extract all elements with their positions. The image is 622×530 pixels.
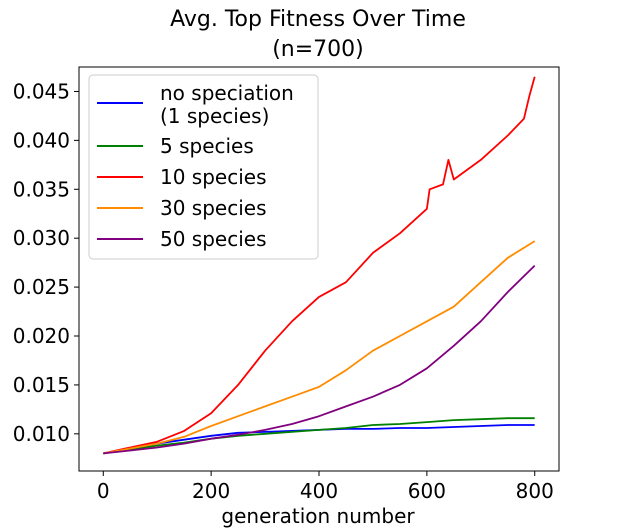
series-line-1 xyxy=(103,417,535,455)
legend-box xyxy=(88,74,319,260)
legend-label-4: 50 species xyxy=(160,227,267,251)
chart-title: Avg. Top Fitness Over Time xyxy=(170,7,466,32)
legend: no speciation (1 species) 5 species 10 spec… xyxy=(88,74,319,260)
x-tick-label: 200 xyxy=(192,479,230,503)
y-tick-label: 0.040 xyxy=(13,128,70,152)
y-tick-label: 0.035 xyxy=(13,177,70,201)
legend-label-1: 5 species xyxy=(160,134,254,158)
legend-label-3: 30 species xyxy=(160,196,267,220)
y-tick-label: 0.030 xyxy=(13,226,70,250)
legend-label-0: no speciation (1 species) xyxy=(160,81,294,128)
series-line-2 xyxy=(103,76,536,455)
x-axis: 0 200 400 600 800 xyxy=(97,471,554,503)
series-line-4 xyxy=(103,264,536,455)
y-tick-label: 0.045 xyxy=(13,79,70,103)
chart-subtitle: (n=700) xyxy=(272,37,364,62)
y-tick-label: 0.010 xyxy=(13,422,70,446)
legend-label-2: 10 species xyxy=(160,165,267,189)
x-tick-label: 600 xyxy=(408,479,446,503)
y-tick-label: 0.025 xyxy=(13,275,70,299)
x-tick-label: 800 xyxy=(516,479,554,503)
y-tick-label: 0.020 xyxy=(13,324,70,348)
y-axis: 0.010 0.015 0.020 0.025 0.030 0.035 0.040 0.045 xyxy=(13,79,79,446)
x-tick-label: 0 xyxy=(97,479,110,503)
x-tick-label: 400 xyxy=(300,479,338,503)
y-tick-label: 0.015 xyxy=(13,373,70,397)
series-layer xyxy=(103,76,536,455)
series-line-3 xyxy=(103,240,536,455)
x-axis-label: generation number xyxy=(221,504,415,528)
